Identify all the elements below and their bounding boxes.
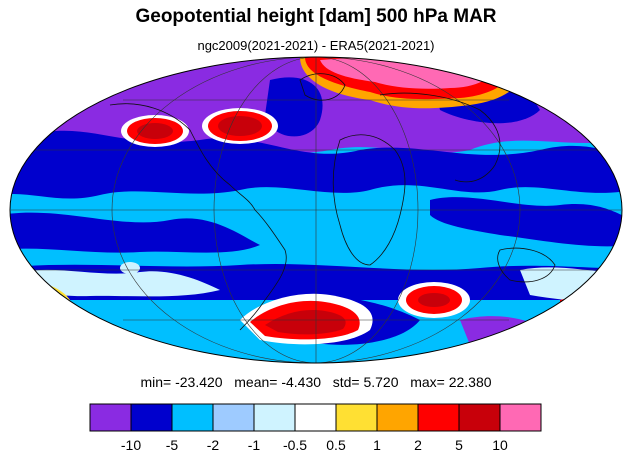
coast-south-america <box>239 209 287 331</box>
colorbar-swatch <box>130 403 173 432</box>
coast-africa <box>332 134 406 266</box>
colorbar-tick-label: 1 <box>373 437 381 453</box>
positive-anomaly-pacific-core <box>137 123 173 139</box>
coastlines <box>109 73 556 331</box>
coast-greenland <box>299 73 346 101</box>
colorbar-swatch <box>335 403 378 432</box>
positive-anomaly-america-core <box>218 116 262 136</box>
coast-eurasia <box>379 92 501 183</box>
colorbar-swatch <box>89 403 132 432</box>
min-label: min= <box>140 374 172 390</box>
colorbar-tick-label: -10 <box>120 437 142 453</box>
min-value: -23.420 <box>175 374 223 390</box>
map-subtitle: ngc2009(2021-2021) - ERA5(2021-2021) <box>197 38 435 53</box>
coast-north-america <box>109 103 256 211</box>
positive-anomaly-south-core <box>265 310 346 335</box>
blue-patch-tropical-west <box>10 212 260 253</box>
max-label: max= <box>410 374 445 390</box>
colorbar-tick-label: -1 <box>247 437 261 453</box>
colorbar-tick-label: 5 <box>455 437 463 453</box>
colorbar-tick-label: 10 <box>492 437 508 453</box>
colorbar-swatch <box>294 403 337 432</box>
colorbar-swatch <box>499 403 542 432</box>
lightest-patch-south <box>20 269 220 297</box>
map-title: Geopotential height [dam] 500 hPa MAR <box>135 6 497 27</box>
positive-anomaly-west-edge <box>10 285 55 311</box>
violet-patch-south <box>460 316 560 356</box>
colorbar-swatch <box>212 403 255 432</box>
std-value: 5.720 <box>363 374 399 390</box>
positive-anomaly-east-edge-core <box>590 299 622 331</box>
coast-australia <box>497 247 556 283</box>
positive-anomaly-east-edge <box>560 296 622 342</box>
colorbar-tick-label: -2 <box>206 437 220 453</box>
colorbar-tick-label: -5 <box>165 437 179 453</box>
colorbar-tick-label: 2 <box>414 437 422 453</box>
blue-patch-atlantic <box>265 77 323 137</box>
statistics-line: min= -23.420 mean= -4.430 std= 5.720 max… <box>0 374 632 390</box>
globe-outline <box>9 56 623 364</box>
mollweide-map <box>9 56 623 364</box>
colorbar-swatch <box>171 403 214 432</box>
positive-anomaly-indian-core <box>418 293 450 307</box>
mean-label: mean= <box>234 374 278 390</box>
colorbar-tick-label: -0.5 <box>282 437 308 453</box>
colorbar-swatch <box>458 403 501 432</box>
colorbar-swatch <box>417 403 460 432</box>
blue-patch-tropical-east <box>430 197 622 247</box>
mean-value: -4.430 <box>281 374 322 390</box>
colorbar-tick-label: 0.5 <box>326 437 346 453</box>
max-value: 22.380 <box>448 374 492 390</box>
light-patch-pacific <box>120 262 140 274</box>
std-label: std= <box>332 374 360 390</box>
colorbar-swatch <box>253 403 296 432</box>
colorbar-swatch <box>376 403 419 432</box>
